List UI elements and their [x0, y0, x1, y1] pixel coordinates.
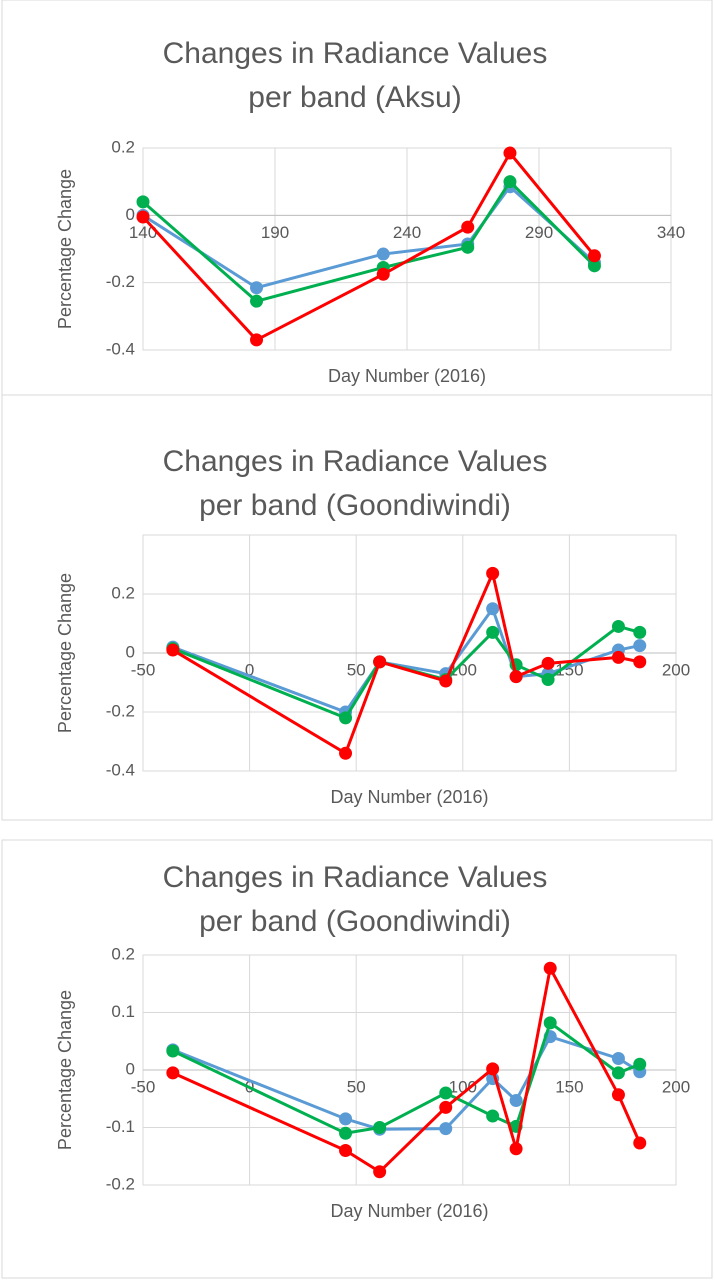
- chart-title: Changes in Radiance Values per band (Goo…: [162, 861, 548, 938]
- point: [541, 673, 555, 687]
- point: [373, 655, 387, 669]
- point: [611, 619, 625, 633]
- x-tick-label: 200: [662, 1077, 690, 1096]
- point: [339, 1112, 353, 1126]
- y-tick-label: 0: [126, 205, 135, 224]
- point: [439, 1122, 453, 1136]
- point: [166, 1066, 180, 1080]
- point: [486, 566, 500, 580]
- point: [339, 1144, 353, 1157]
- y-tick-label: 0.1: [111, 1002, 135, 1021]
- point: [587, 249, 601, 263]
- point: [486, 625, 500, 639]
- y-axis-label: Percentage Change: [55, 573, 75, 733]
- point: [339, 1126, 353, 1140]
- point: [503, 146, 517, 160]
- point: [633, 1057, 647, 1071]
- point: [166, 643, 180, 657]
- y-axis-label: Percentage Change: [55, 990, 75, 1150]
- y-tick-label: 0.2: [111, 137, 135, 156]
- y-tick-label: 0: [126, 1059, 135, 1078]
- y-tick-label: -0.4: [106, 760, 135, 779]
- series-line: [142, 179, 596, 303]
- point: [486, 602, 500, 616]
- x-axis-label: Day Number (2016): [330, 1201, 488, 1221]
- chart-frame: [1, 839, 713, 1279]
- point: [587, 259, 601, 273]
- x-tick-label: 100: [449, 660, 477, 679]
- point: [461, 220, 475, 234]
- y-tick-label: -0.2: [106, 1174, 135, 1193]
- point: [611, 650, 625, 664]
- point: [439, 1100, 453, 1114]
- x-tick-label: 100: [449, 1077, 477, 1096]
- y-tick-label: -0.2: [106, 272, 135, 291]
- point: [376, 267, 390, 281]
- x-tick-label: 290: [525, 223, 553, 242]
- point: [503, 175, 517, 189]
- point: [611, 1052, 625, 1065]
- point: [250, 281, 264, 295]
- point: [509, 670, 523, 684]
- x-tick-label: -50: [131, 660, 156, 679]
- point: [373, 1121, 387, 1134]
- point: [376, 247, 390, 261]
- y-tick-label: -0.1: [106, 1117, 135, 1136]
- point: [509, 1142, 523, 1156]
- point: [633, 639, 647, 653]
- point: [339, 746, 353, 760]
- chart-title: Changes in Radiance Values per band (Aks…: [162, 37, 548, 114]
- point: [486, 1109, 500, 1123]
- y-axis-label: Percentage Change: [55, 169, 75, 329]
- point: [136, 195, 150, 209]
- y-tick-label: 0: [126, 642, 135, 661]
- y-tick-label: 0.2: [111, 944, 135, 963]
- x-tick-label: 340: [657, 223, 685, 242]
- point: [461, 240, 475, 254]
- x-tick-label: 50: [347, 660, 366, 679]
- point: [611, 1066, 625, 1080]
- chart-title: Changes in Radiance Values per band (Goo…: [162, 445, 548, 522]
- point: [439, 674, 453, 688]
- x-tick-label: -50: [131, 1077, 156, 1096]
- point: [166, 1044, 180, 1058]
- chart-frame: [1, 394, 713, 821]
- point: [633, 1136, 647, 1150]
- point: [543, 961, 557, 975]
- x-axis-label: Day Number (2016): [328, 366, 486, 386]
- y-tick-label: 0.2: [111, 583, 135, 602]
- point: [136, 210, 150, 224]
- x-tick-label: 200: [662, 660, 690, 679]
- point: [633, 655, 647, 669]
- series-line: [141, 150, 596, 342]
- point: [543, 1016, 557, 1030]
- x-tick-label: 0: [245, 660, 254, 679]
- point: [541, 656, 555, 670]
- y-tick-label: -0.2: [106, 701, 135, 720]
- point: [509, 1093, 523, 1107]
- point: [250, 333, 264, 347]
- x-tick-label: 190: [261, 223, 289, 242]
- point: [633, 625, 647, 639]
- x-tick-label: 240: [393, 223, 421, 242]
- point: [339, 711, 353, 725]
- x-tick-label: 50: [347, 1077, 366, 1096]
- x-tick-label: 140: [129, 223, 157, 242]
- x-tick-label: 150: [555, 1077, 583, 1096]
- point: [611, 1088, 625, 1102]
- point: [373, 1165, 387, 1179]
- point: [250, 294, 264, 308]
- point: [486, 1062, 500, 1076]
- point: [439, 1086, 453, 1100]
- y-tick-label: -0.4: [106, 339, 135, 358]
- x-axis-label: Day Number (2016): [330, 787, 488, 807]
